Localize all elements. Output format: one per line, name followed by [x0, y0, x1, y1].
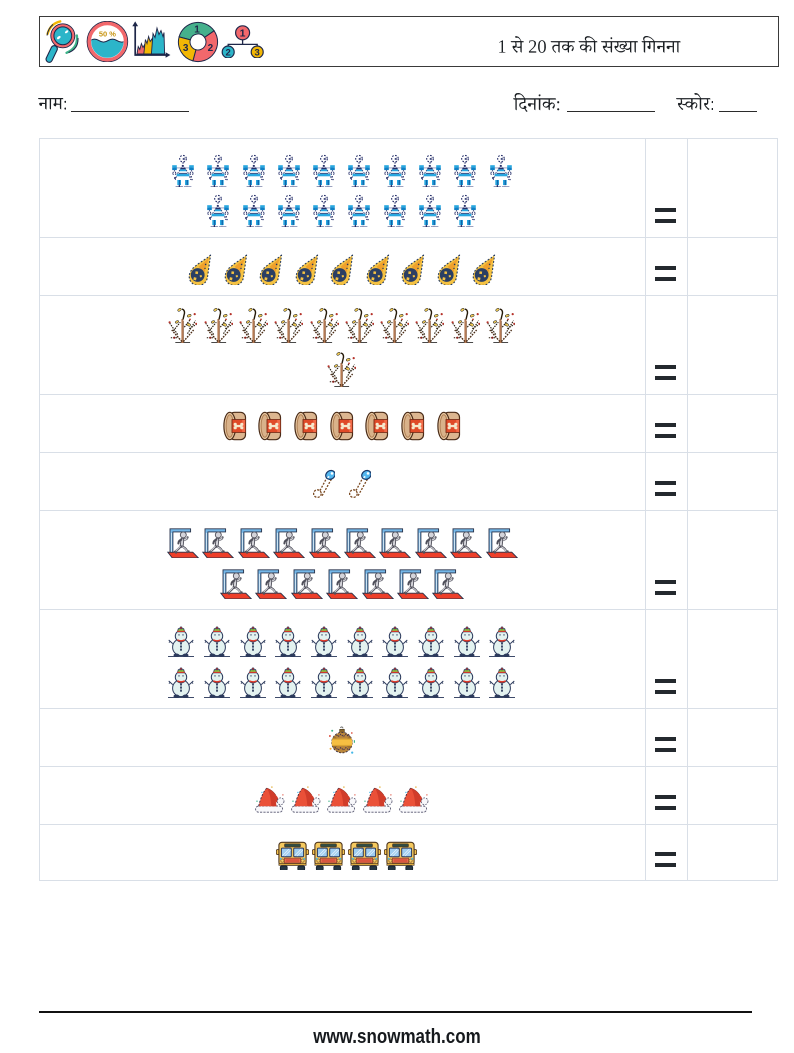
svg-text:3: 3 [255, 47, 260, 58]
svg-text:1: 1 [240, 28, 246, 40]
svg-text:2: 2 [208, 43, 214, 54]
svg-text:50 %: 50 % [99, 29, 116, 38]
svg-text:1: 1 [194, 24, 200, 35]
svg-text:2: 2 [226, 47, 231, 58]
svg-text:3: 3 [183, 43, 189, 54]
